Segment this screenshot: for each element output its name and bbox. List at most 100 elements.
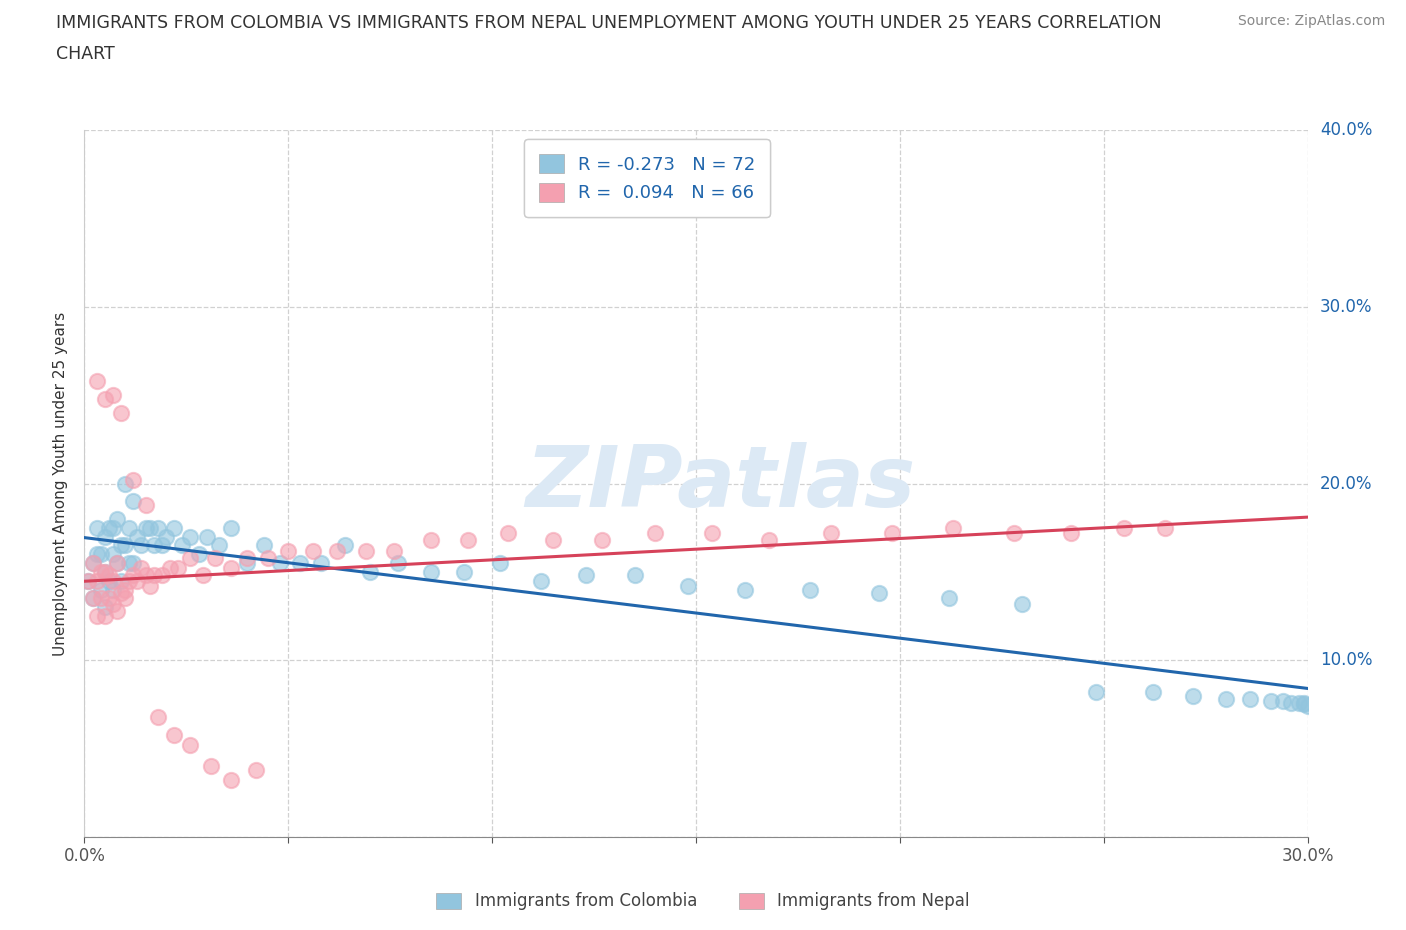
Point — [277, 543, 299, 558]
Point — [122, 472, 145, 487]
Point — [167, 561, 190, 576]
Point — [1142, 684, 1164, 699]
Point — [219, 521, 242, 536]
Point — [204, 551, 226, 565]
Point — [93, 565, 115, 579]
Point — [208, 538, 231, 552]
Point — [489, 556, 512, 571]
Point — [93, 600, 115, 615]
Point — [359, 565, 381, 579]
Point — [1182, 688, 1205, 703]
Point — [179, 529, 201, 544]
Point — [93, 609, 115, 624]
Point — [114, 582, 136, 597]
Point — [93, 392, 115, 406]
Point — [122, 568, 145, 583]
Point — [101, 596, 124, 611]
Point — [172, 538, 194, 552]
Point — [127, 529, 149, 544]
Point — [575, 568, 598, 583]
Point — [135, 498, 157, 512]
Point — [135, 568, 157, 583]
Point — [90, 547, 112, 562]
Point — [1292, 698, 1315, 712]
Point — [382, 543, 405, 558]
Point — [101, 388, 124, 403]
Point — [301, 543, 323, 558]
Point — [110, 405, 132, 420]
Point — [1260, 694, 1282, 709]
Point — [127, 573, 149, 589]
Point — [110, 573, 132, 589]
Point — [676, 578, 699, 593]
Point — [1002, 525, 1025, 540]
Point — [97, 591, 120, 606]
Point — [1011, 596, 1033, 611]
Point — [93, 565, 115, 579]
Point — [758, 533, 780, 548]
Point — [86, 609, 108, 624]
Point — [191, 568, 214, 583]
Point — [880, 525, 903, 540]
Text: 40.0%: 40.0% — [1320, 121, 1372, 140]
Point — [942, 521, 965, 536]
Point — [105, 556, 128, 571]
Point — [869, 586, 891, 601]
Point — [97, 568, 120, 583]
Point — [1084, 684, 1107, 699]
Text: 20.0%: 20.0% — [1320, 474, 1372, 493]
Point — [457, 533, 479, 548]
Point — [122, 494, 145, 509]
Point — [142, 568, 165, 583]
Point — [77, 573, 100, 589]
Point — [420, 565, 443, 579]
Point — [110, 538, 132, 552]
Point — [155, 529, 177, 544]
Text: IMMIGRANTS FROM COLOMBIA VS IMMIGRANTS FROM NEPAL UNEMPLOYMENT AMONG YOUTH UNDER: IMMIGRANTS FROM COLOMBIA VS IMMIGRANTS F… — [56, 14, 1161, 32]
Point — [1060, 525, 1083, 540]
Text: CHART: CHART — [56, 45, 115, 62]
Point — [530, 573, 553, 589]
Point — [624, 568, 647, 583]
Point — [82, 591, 104, 606]
Point — [101, 582, 124, 597]
Text: Source: ZipAtlas.com: Source: ZipAtlas.com — [1237, 14, 1385, 28]
Point — [187, 547, 209, 562]
Point — [142, 538, 165, 552]
Point — [118, 521, 141, 536]
Point — [82, 556, 104, 571]
Point — [114, 591, 136, 606]
Point — [114, 476, 136, 491]
Point — [138, 578, 160, 593]
Text: 30.0%: 30.0% — [1320, 298, 1372, 316]
Point — [309, 556, 332, 571]
Point — [1272, 694, 1295, 709]
Point — [1215, 692, 1237, 707]
Point — [820, 525, 842, 540]
Point — [498, 525, 520, 540]
Point — [702, 525, 724, 540]
Point — [257, 551, 280, 565]
Point — [269, 556, 291, 571]
Text: ZIPatlas: ZIPatlas — [526, 442, 915, 525]
Point — [146, 521, 169, 536]
Point — [236, 551, 259, 565]
Point — [195, 529, 218, 544]
Point — [90, 591, 112, 606]
Point — [114, 538, 136, 552]
Point — [97, 521, 120, 536]
Legend: Immigrants from Colombia, Immigrants from Nepal: Immigrants from Colombia, Immigrants fro… — [430, 885, 976, 917]
Point — [122, 556, 145, 571]
Point — [118, 556, 141, 571]
Point — [150, 538, 173, 552]
Point — [420, 533, 443, 548]
Point — [105, 556, 128, 571]
Point — [135, 521, 157, 536]
Point — [387, 556, 409, 571]
Point — [1114, 521, 1136, 536]
Point — [101, 521, 124, 536]
Point — [219, 561, 242, 576]
Point — [163, 727, 186, 742]
Point — [179, 551, 201, 565]
Point — [86, 573, 108, 589]
